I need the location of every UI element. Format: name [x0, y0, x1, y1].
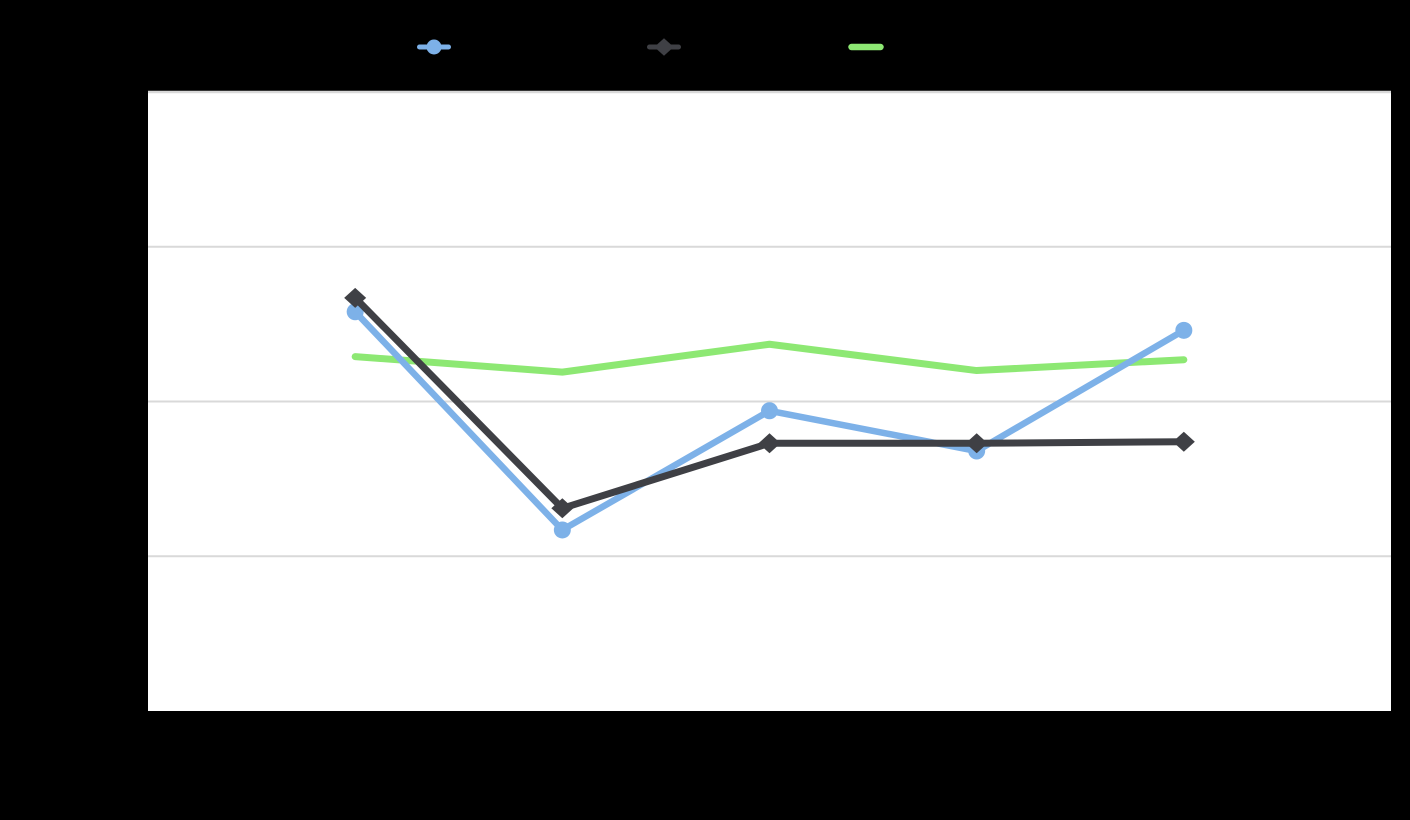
diamond-marker	[965, 433, 988, 454]
series-line	[351, 340, 1188, 376]
legend-entry	[417, 39, 451, 55]
circle-marker	[761, 402, 778, 420]
legend-entry	[647, 38, 681, 56]
diamond-marker	[551, 498, 574, 519]
circle-marker	[426, 39, 442, 55]
diamond-marker	[654, 38, 674, 56]
diamond-marker	[344, 287, 367, 308]
series-dark-gray	[344, 287, 1195, 519]
circle-marker	[346, 303, 364, 321]
diamond-marker	[758, 433, 781, 454]
circle-marker	[1175, 321, 1193, 339]
gridlines	[148, 90, 1391, 558]
legend	[417, 38, 884, 56]
circle-marker	[553, 521, 571, 539]
series-green	[351, 340, 1188, 376]
series-group	[344, 287, 1195, 539]
diamond-marker	[1172, 431, 1195, 452]
